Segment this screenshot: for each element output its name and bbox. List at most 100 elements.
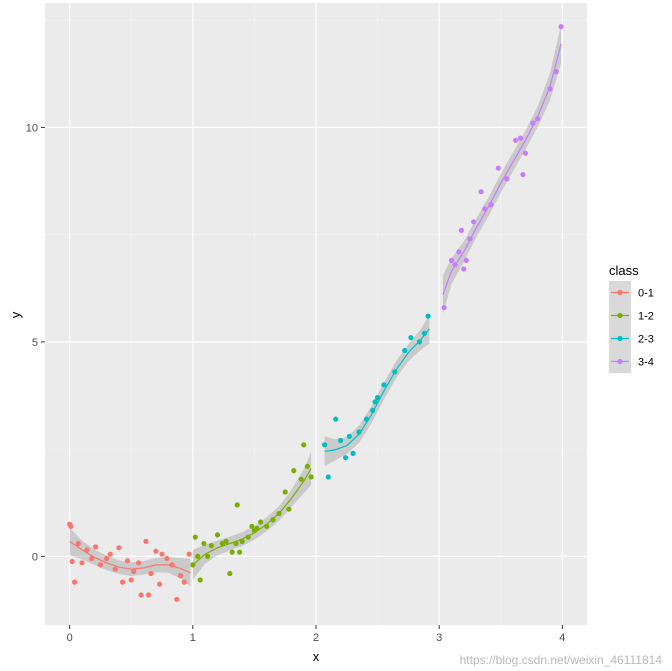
data-point-0-1 [174,596,180,602]
data-point-1-2 [197,577,203,583]
data-point-3-4 [448,257,455,263]
data-point-3-4 [471,219,477,225]
data-point-1-2 [258,519,264,525]
data-point-2-3 [350,450,356,456]
data-point-0-1 [72,579,78,585]
data-point-1-2 [239,538,245,545]
legend-key-point [617,289,623,296]
x-tick-label: 0 [67,632,73,644]
data-points [67,24,564,602]
data-point-1-2 [254,525,260,532]
data-point-3-4 [458,227,464,233]
data-point-2-3 [392,369,398,375]
x-tick-label: 4 [559,632,565,644]
legend-label-1-2: 1-2 [638,311,654,323]
legend-title: class [609,263,639,278]
data-point-3-4 [530,120,536,126]
data-point-2-3 [363,416,370,422]
data-point-3-4 [513,137,519,143]
data-point-0-1 [97,562,103,568]
data-point-3-4 [535,116,541,122]
data-point-0-1 [143,538,149,545]
data-point-1-2 [229,549,235,555]
data-point-0-1 [169,562,175,568]
smooth-line-3-4 [442,43,562,295]
x-tick-label: 1 [190,632,196,644]
data-point-1-2 [301,442,307,448]
data-point-1-2 [276,510,282,517]
data-point-3-4 [482,206,488,212]
data-point-1-2 [298,476,304,482]
data-point-0-1 [136,560,142,566]
data-point-2-3 [333,416,339,422]
data-point-1-2 [282,489,288,495]
data-point-1-2 [308,474,314,480]
data-point-1-2 [201,540,207,547]
y-axis-title: y [8,311,23,318]
x-axis-title: x [313,649,320,664]
data-point-3-4 [495,165,501,171]
data-point-1-2 [237,549,243,555]
data-point-0-1 [104,555,110,562]
data-point-0-1 [92,544,99,550]
data-point-2-3 [372,399,378,405]
data-point-3-4 [558,24,564,30]
data-point-2-3 [370,407,376,414]
data-point-2-3 [325,474,331,480]
x-tick-label: 2 [313,632,319,644]
data-point-0-1 [164,555,170,562]
data-point-1-2 [249,523,255,529]
data-point-0-1 [69,558,75,565]
data-point-0-1 [84,547,90,553]
y-axis-ticks: 0 5 10 [26,122,45,563]
data-point-1-2 [234,502,240,508]
data-point-0-1 [128,577,134,583]
y-tick-label: 5 [32,337,38,349]
data-point-1-2 [291,468,297,474]
smooth-line-2-3 [324,328,430,452]
legend-key-point [617,358,623,365]
data-point-1-2 [286,506,292,512]
data-point-0-1 [89,555,95,562]
data-point-0-1 [75,540,81,547]
data-point-0-1 [177,573,184,579]
legend-key-point [617,335,623,342]
data-point-1-2 [195,553,201,560]
y-tick-label: 0 [32,551,38,563]
data-point-1-2 [233,540,239,547]
data-point-3-4 [504,176,510,182]
data-point-3-4 [463,257,469,263]
y-tick-label: 10 [26,122,38,134]
data-point-0-1 [116,545,122,551]
legend-label-2-3: 2-3 [638,334,654,346]
data-point-0-1 [112,566,118,572]
x-axis-ticks: 0 1 2 3 4 [67,625,565,644]
data-point-2-3 [425,313,431,319]
data-point-1-2 [270,517,276,523]
confidence-band-0-1 [69,527,191,587]
data-point-3-4 [553,69,559,75]
data-point-1-2 [190,562,196,568]
data-point-0-1 [124,558,131,564]
data-point-3-4 [452,262,458,268]
data-point-3-4 [467,236,473,242]
data-point-2-3 [338,437,344,444]
data-point-0-1 [145,592,152,598]
data-point-3-4 [461,266,467,272]
legend-label-0-1: 0-1 [638,288,654,300]
data-point-2-3 [343,455,349,461]
data-point-3-4 [456,249,462,255]
data-point-0-1 [153,548,159,554]
data-point-2-3 [356,429,362,435]
data-point-0-1 [181,579,187,585]
data-point-1-2 [304,463,310,469]
data-point-2-3 [421,330,427,336]
data-point-2-3 [381,382,387,388]
confidence-band-3-4 [442,24,562,315]
data-point-1-2 [205,553,211,560]
data-point-0-1 [138,592,144,598]
data-point-2-3 [408,335,414,341]
data-point-1-2 [223,538,229,545]
data-point-0-1 [148,570,154,577]
